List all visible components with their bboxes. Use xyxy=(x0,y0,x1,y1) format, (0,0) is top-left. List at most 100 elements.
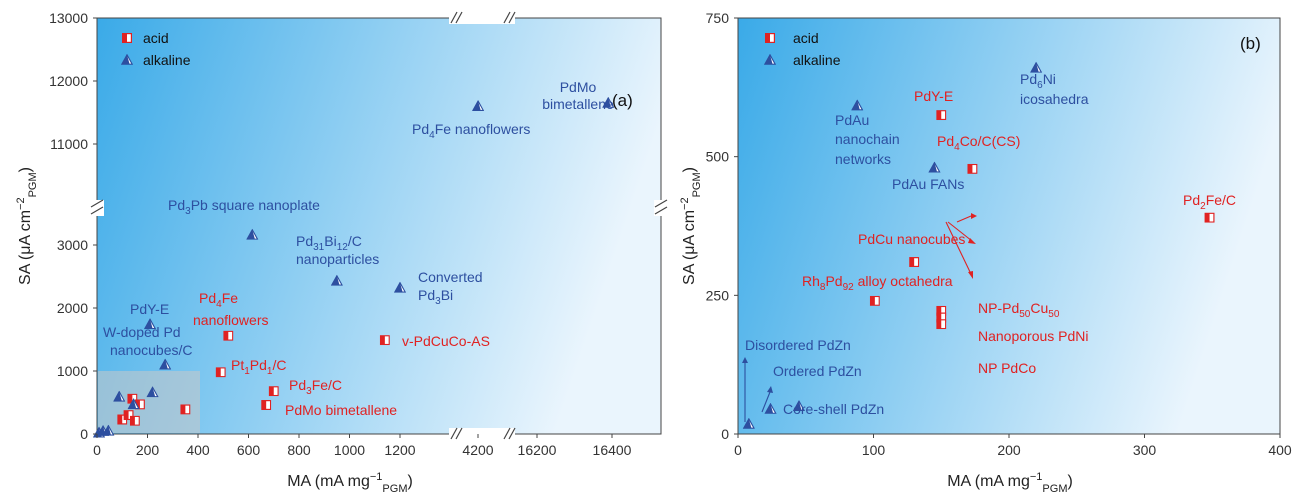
label-pd3fe-c: Pd3Fe/C xyxy=(289,377,342,397)
legend-acid-label: acid xyxy=(143,30,169,46)
legend-acid-marker xyxy=(122,33,132,43)
label-icosahedra: icosahedra xyxy=(1020,91,1089,107)
panel-a-y-ticks: 0 1000 2000 3000 11000 12000 13000 xyxy=(49,10,97,442)
x-tick-label: 400 xyxy=(186,442,210,458)
x-tick-label: 16400 xyxy=(593,442,632,458)
y-tick-label: 3000 xyxy=(57,237,88,253)
label-pdy-e-b: PdY-E xyxy=(914,88,953,104)
data-point-acid xyxy=(936,110,947,121)
y-tick-label: 11000 xyxy=(50,136,88,152)
label-pdmo-red: PdMo bimetallene xyxy=(285,402,397,418)
data-point-acid xyxy=(936,319,947,330)
panel-a-legend: acid alkaline xyxy=(121,30,191,68)
legend-acid-label-b: acid xyxy=(793,30,819,46)
label-networks: networks xyxy=(835,151,891,167)
data-point-acid xyxy=(261,400,272,411)
panel-b-x-ticks: 0 100 200 300 400 xyxy=(734,434,1292,458)
label-disordered-pdzn: Disordered PdZn xyxy=(745,337,851,353)
label-ordered-pdzn: Ordered PdZn xyxy=(773,363,862,379)
y-tick-label: 0 xyxy=(721,426,729,442)
x-tick-label: 100 xyxy=(862,442,886,458)
x-tick-label: 800 xyxy=(287,442,311,458)
data-point-acid xyxy=(129,415,140,426)
x-tick-label: 4200 xyxy=(462,442,493,458)
label-v-pdcuco: v-PdCuCo-AS xyxy=(402,333,490,349)
y-tick-label: 2000 xyxy=(57,300,88,316)
y-tick-label: 250 xyxy=(706,287,730,303)
legend-alkaline-label: alkaline xyxy=(143,52,191,68)
panel-b-y-axis-label: SA (μA cm−2PGM) xyxy=(679,167,703,285)
panel-b-label: (b) xyxy=(1240,34,1261,53)
x-tick-label: 1000 xyxy=(334,442,365,458)
label-nanoporous-pdni: Nanoporous PdNi xyxy=(978,328,1089,344)
data-point-acid xyxy=(215,367,226,378)
panel-b: 0 100 200 300 400 0 250 500 750 acid alkaline (… xyxy=(679,10,1292,495)
panel-a-plot-area xyxy=(96,17,662,435)
panel-b-y-ticks: 0 250 500 750 xyxy=(706,10,738,442)
data-point-acid xyxy=(869,295,880,306)
label-pd3pb: Pd3Pb square nanoplate xyxy=(168,197,320,217)
legend-alkaline-label-b: alkaline xyxy=(793,52,841,68)
label-w-doped: W-doped Pd xyxy=(103,324,181,340)
label-pdau-fans: PdAu FANs xyxy=(892,176,964,192)
x-tick-label: 1200 xyxy=(384,442,415,458)
label-pdmo-bimetallene-top: PdMo xyxy=(560,79,597,95)
label-pdmo-bimetallene-top-2: bimetallene xyxy=(542,96,614,112)
label-nanocubes-c: nanocubes/C xyxy=(110,342,193,358)
panel-a-x-axis-break-top xyxy=(449,11,516,24)
panel-a-x-ticks: 0 200 400 600 800 1000 1200 4200 16200 16400 xyxy=(93,434,632,458)
x-tick-label: 16200 xyxy=(518,442,557,458)
label-nanoflowers-red: nanoflowers xyxy=(193,312,269,328)
legend-acid-marker-b xyxy=(765,33,775,43)
x-tick-label: 200 xyxy=(136,442,160,458)
label-pdy-e-a: PdY-E xyxy=(130,301,169,317)
x-tick-label: 600 xyxy=(237,442,261,458)
data-point-acid xyxy=(180,404,191,415)
label-converted: Converted xyxy=(418,269,483,285)
data-point-acid xyxy=(1204,212,1215,223)
label-np-pdco: NP PdCo xyxy=(978,360,1036,376)
y-tick-label: 12000 xyxy=(49,73,88,89)
x-tick-label: 300 xyxy=(1133,442,1157,458)
x-tick-label: 400 xyxy=(1268,442,1292,458)
data-point-acid xyxy=(967,163,978,174)
x-tick-label: 200 xyxy=(997,442,1021,458)
data-point-acid xyxy=(909,257,920,268)
data-point-acid xyxy=(268,386,279,397)
panel-a-x-axis-label: MA (mA mg−1PGM) xyxy=(287,471,413,495)
x-tick-label: 0 xyxy=(93,442,101,458)
label-pd4fe-red: Pd4Fe xyxy=(199,290,238,310)
label-pd3bi: Pd3Bi xyxy=(418,287,453,307)
panel-b-plot-area xyxy=(737,17,1281,435)
panel-a-annotations: PdMo bimetallene Pd4Fe nanoflowers Pd3Pb… xyxy=(103,79,614,418)
data-point-acid xyxy=(223,330,234,341)
panel-b-x-axis-label: MA (mA mg−1PGM) xyxy=(947,471,1073,495)
panel-a-y-axis-break xyxy=(90,199,668,216)
label-nanochain: nanochain xyxy=(835,131,900,147)
label-pdau: PdAu xyxy=(835,112,869,128)
data-point-acid xyxy=(379,335,390,346)
panel-a: 0 200 400 600 800 1000 1200 4200 16200 16400 0 100… xyxy=(15,10,668,495)
label-np-pd50cu50: NP-Pd50Cu50 xyxy=(978,300,1060,320)
label-pd2fe: Pd2Fe/C xyxy=(1183,192,1236,212)
panel-a-label: (a) xyxy=(612,91,633,110)
panel-b-legend: acid alkaline xyxy=(764,30,841,68)
y-tick-label: 500 xyxy=(706,149,730,165)
label-pd6ni: Pd6Ni xyxy=(1020,71,1056,91)
x-tick-label: 0 xyxy=(734,442,742,458)
y-tick-label: 13000 xyxy=(49,10,88,26)
label-rh8pd92: Rh8Pd92 alloy octahedra xyxy=(802,273,953,293)
label-nanoparticles: nanoparticles xyxy=(296,251,379,267)
panel-b-arrows xyxy=(742,213,977,422)
panel-a-x-axis-break xyxy=(449,427,516,440)
label-pdcu-nanocubes: PdCu nanocubes xyxy=(858,231,965,247)
label-core-shell-pdzn: Core-shell PdZn xyxy=(783,401,884,417)
panel-b-annotations: Pd6Ni icosahedra PdY-E PdAu nanochain ne… xyxy=(745,71,1236,417)
y-tick-label: 0 xyxy=(80,426,88,442)
panel-a-y-axis-label: SA (μA cm−2PGM) xyxy=(15,167,39,285)
y-tick-label: 1000 xyxy=(57,363,88,379)
panel-a-inset-region xyxy=(98,371,200,433)
y-tick-label: 750 xyxy=(706,10,730,26)
